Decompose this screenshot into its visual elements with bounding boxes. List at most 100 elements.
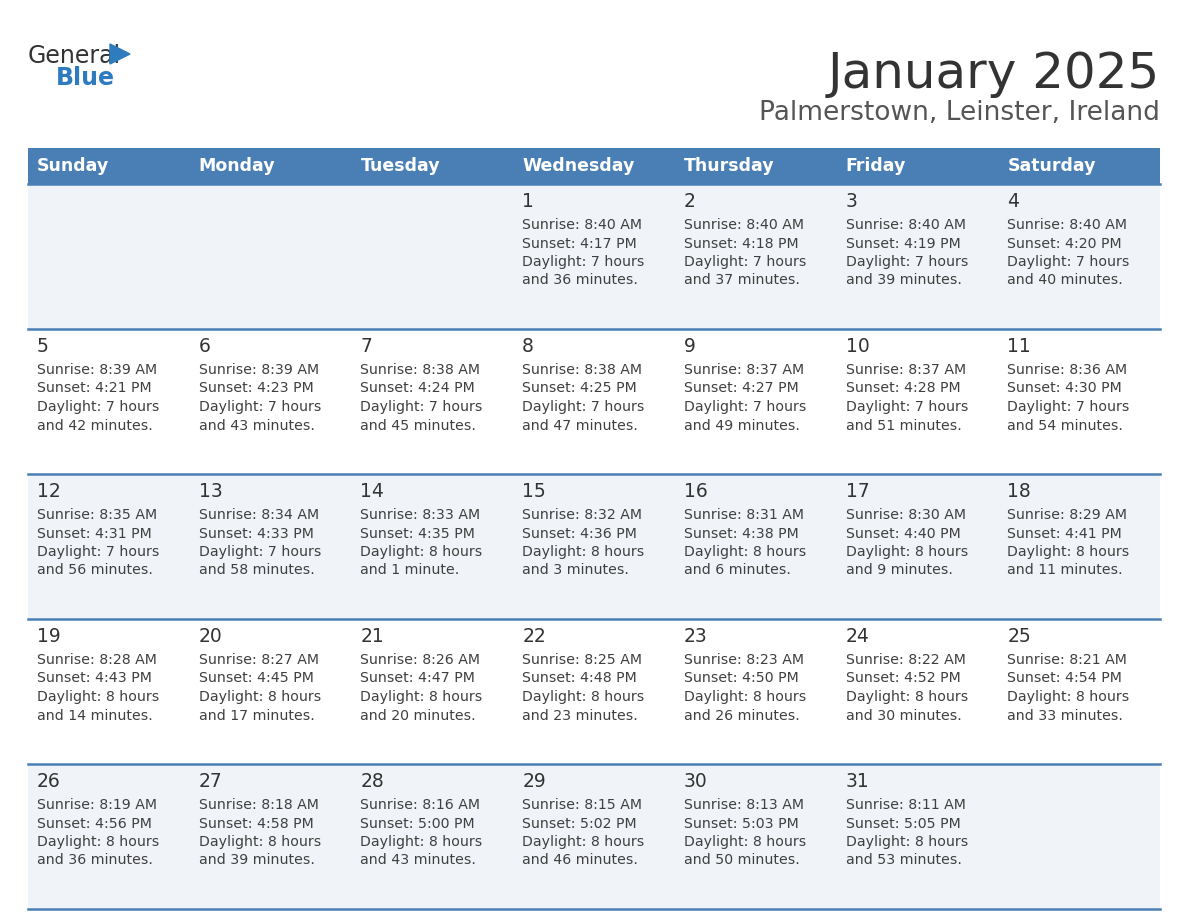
- Bar: [675, 764, 836, 909]
- Bar: [836, 474, 998, 619]
- Bar: [513, 474, 675, 619]
- Text: Daylight: 8 hours: Daylight: 8 hours: [846, 545, 968, 559]
- Text: Sunrise: 8:21 AM: Sunrise: 8:21 AM: [1007, 653, 1127, 667]
- Text: Daylight: 7 hours: Daylight: 7 hours: [1007, 400, 1130, 414]
- Text: Sunset: 5:02 PM: Sunset: 5:02 PM: [523, 816, 637, 831]
- Bar: [29, 184, 190, 329]
- Text: 23: 23: [684, 627, 708, 646]
- Text: Daylight: 8 hours: Daylight: 8 hours: [523, 835, 644, 849]
- Text: and 54 minutes.: and 54 minutes.: [1007, 419, 1123, 432]
- Text: Daylight: 7 hours: Daylight: 7 hours: [846, 400, 968, 414]
- Bar: [29, 619, 190, 764]
- Text: Sunrise: 8:25 AM: Sunrise: 8:25 AM: [523, 653, 643, 667]
- Text: 13: 13: [198, 482, 222, 501]
- Text: and 43 minutes.: and 43 minutes.: [360, 854, 476, 868]
- Text: Sunrise: 8:23 AM: Sunrise: 8:23 AM: [684, 653, 804, 667]
- Text: Sunset: 4:24 PM: Sunset: 4:24 PM: [360, 382, 475, 396]
- Text: Sunset: 4:17 PM: Sunset: 4:17 PM: [523, 237, 637, 251]
- Text: Sunset: 4:41 PM: Sunset: 4:41 PM: [1007, 527, 1121, 541]
- Text: 29: 29: [523, 772, 546, 791]
- Bar: [29, 148, 190, 184]
- Text: Daylight: 7 hours: Daylight: 7 hours: [37, 545, 159, 559]
- Text: Sunset: 4:35 PM: Sunset: 4:35 PM: [360, 527, 475, 541]
- Text: Sunrise: 8:31 AM: Sunrise: 8:31 AM: [684, 508, 804, 522]
- Text: Daylight: 8 hours: Daylight: 8 hours: [523, 690, 644, 704]
- Bar: [836, 764, 998, 909]
- Bar: [352, 619, 513, 764]
- Text: Saturday: Saturday: [1007, 157, 1095, 175]
- Text: Sunrise: 8:22 AM: Sunrise: 8:22 AM: [846, 653, 966, 667]
- Text: Sunset: 4:47 PM: Sunset: 4:47 PM: [360, 671, 475, 686]
- Bar: [190, 329, 352, 474]
- Text: and 40 minutes.: and 40 minutes.: [1007, 274, 1123, 287]
- Text: Sunset: 4:25 PM: Sunset: 4:25 PM: [523, 382, 637, 396]
- Text: Sunrise: 8:40 AM: Sunrise: 8:40 AM: [684, 218, 804, 232]
- Text: Sunrise: 8:40 AM: Sunrise: 8:40 AM: [1007, 218, 1127, 232]
- Bar: [352, 148, 513, 184]
- Bar: [190, 184, 352, 329]
- Text: 1: 1: [523, 192, 535, 211]
- Text: and 20 minutes.: and 20 minutes.: [360, 709, 476, 722]
- Text: 6: 6: [198, 337, 210, 356]
- Text: 19: 19: [37, 627, 61, 646]
- Text: Sunrise: 8:39 AM: Sunrise: 8:39 AM: [198, 363, 318, 377]
- Text: Sunrise: 8:40 AM: Sunrise: 8:40 AM: [523, 218, 643, 232]
- Text: Palmerstown, Leinster, Ireland: Palmerstown, Leinster, Ireland: [759, 100, 1159, 126]
- Text: Sunrise: 8:27 AM: Sunrise: 8:27 AM: [198, 653, 318, 667]
- Text: Daylight: 7 hours: Daylight: 7 hours: [523, 255, 645, 269]
- Text: Sunset: 4:18 PM: Sunset: 4:18 PM: [684, 237, 798, 251]
- Text: Sunrise: 8:30 AM: Sunrise: 8:30 AM: [846, 508, 966, 522]
- Text: Sunset: 4:23 PM: Sunset: 4:23 PM: [198, 382, 314, 396]
- Text: Daylight: 7 hours: Daylight: 7 hours: [846, 255, 968, 269]
- Text: and 3 minutes.: and 3 minutes.: [523, 564, 628, 577]
- Bar: [190, 764, 352, 909]
- Text: and 39 minutes.: and 39 minutes.: [846, 274, 961, 287]
- Bar: [998, 619, 1159, 764]
- Text: 16: 16: [684, 482, 708, 501]
- Bar: [352, 764, 513, 909]
- Text: Monday: Monday: [198, 157, 276, 175]
- Text: Sunset: 5:05 PM: Sunset: 5:05 PM: [846, 816, 960, 831]
- Bar: [513, 329, 675, 474]
- Text: and 33 minutes.: and 33 minutes.: [1007, 709, 1123, 722]
- Text: Sunrise: 8:28 AM: Sunrise: 8:28 AM: [37, 653, 157, 667]
- Text: Sunrise: 8:15 AM: Sunrise: 8:15 AM: [523, 798, 643, 812]
- Text: Sunset: 4:54 PM: Sunset: 4:54 PM: [1007, 671, 1123, 686]
- Text: and 37 minutes.: and 37 minutes.: [684, 274, 800, 287]
- Text: Sunrise: 8:36 AM: Sunrise: 8:36 AM: [1007, 363, 1127, 377]
- Bar: [513, 148, 675, 184]
- Text: 12: 12: [37, 482, 61, 501]
- Text: 20: 20: [198, 627, 222, 646]
- Text: Daylight: 8 hours: Daylight: 8 hours: [846, 835, 968, 849]
- Text: and 51 minutes.: and 51 minutes.: [846, 419, 961, 432]
- Text: Daylight: 8 hours: Daylight: 8 hours: [523, 545, 644, 559]
- Text: 3: 3: [846, 192, 858, 211]
- Text: Sunset: 4:20 PM: Sunset: 4:20 PM: [1007, 237, 1121, 251]
- Text: Daylight: 7 hours: Daylight: 7 hours: [1007, 255, 1130, 269]
- Text: Daylight: 8 hours: Daylight: 8 hours: [684, 690, 807, 704]
- Bar: [190, 619, 352, 764]
- Bar: [998, 148, 1159, 184]
- Text: Daylight: 8 hours: Daylight: 8 hours: [684, 545, 807, 559]
- Text: and 1 minute.: and 1 minute.: [360, 564, 460, 577]
- Text: 9: 9: [684, 337, 696, 356]
- Text: and 11 minutes.: and 11 minutes.: [1007, 564, 1123, 577]
- Bar: [352, 474, 513, 619]
- Text: 25: 25: [1007, 627, 1031, 646]
- Bar: [998, 764, 1159, 909]
- Text: and 17 minutes.: and 17 minutes.: [198, 709, 315, 722]
- Text: 24: 24: [846, 627, 870, 646]
- Text: 15: 15: [523, 482, 546, 501]
- Bar: [998, 184, 1159, 329]
- Text: and 36 minutes.: and 36 minutes.: [37, 854, 153, 868]
- Bar: [29, 474, 190, 619]
- Bar: [352, 329, 513, 474]
- Text: Daylight: 8 hours: Daylight: 8 hours: [198, 835, 321, 849]
- Text: and 26 minutes.: and 26 minutes.: [684, 709, 800, 722]
- Bar: [836, 329, 998, 474]
- Text: Sunset: 4:43 PM: Sunset: 4:43 PM: [37, 671, 152, 686]
- Text: Sunset: 4:19 PM: Sunset: 4:19 PM: [846, 237, 960, 251]
- Text: Sunset: 4:30 PM: Sunset: 4:30 PM: [1007, 382, 1121, 396]
- Text: and 49 minutes.: and 49 minutes.: [684, 419, 800, 432]
- Text: Daylight: 7 hours: Daylight: 7 hours: [37, 400, 159, 414]
